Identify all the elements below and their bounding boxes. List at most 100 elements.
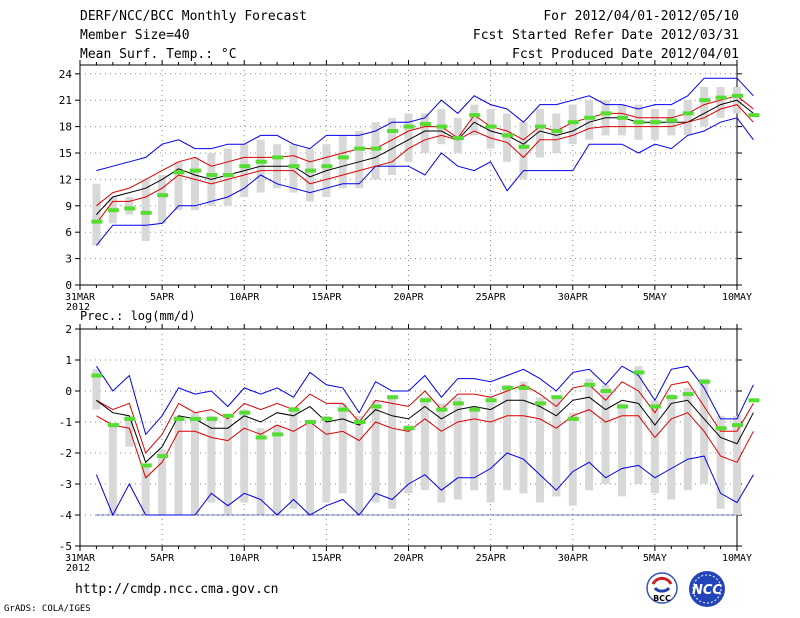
- prec-obs-marker: [419, 398, 431, 403]
- prec-obs-marker: [403, 426, 415, 431]
- prec-spread-box: [486, 397, 495, 503]
- prec-obs-marker: [633, 370, 645, 375]
- prec-obs-marker: [732, 423, 743, 428]
- temp-spread-box: [141, 179, 150, 241]
- prec-y-tick-label: 0: [65, 385, 72, 398]
- temp-obs-marker: [567, 120, 579, 125]
- prec-obs-marker: [140, 463, 152, 468]
- grads-credit: GrADS: COLA/IGES: [4, 604, 91, 614]
- prec-obs-marker: [469, 407, 481, 412]
- prec-x-tick-label: 10MAY: [722, 553, 752, 564]
- prec-spread-box: [683, 387, 692, 491]
- temp-obs-marker: [732, 93, 743, 98]
- prec-spread-box: [453, 397, 462, 500]
- bcc-logo-wave-icon: [653, 586, 671, 593]
- prec-x-tick-label: 5MAY: [643, 553, 667, 564]
- temp-y-tick-label: 0: [65, 279, 72, 292]
- prec-obs-marker: [321, 416, 333, 421]
- source-url[interactable]: http://cmdp.ncc.cma.gov.cn: [75, 582, 279, 597]
- temp-x-year-label: 2012: [66, 302, 90, 313]
- prec-spread-box: [355, 415, 364, 515]
- temp-obs-marker: [387, 129, 399, 133]
- prec-spread-box: [273, 425, 282, 515]
- temp-spread-box: [650, 109, 659, 140]
- temp-obs-marker: [502, 133, 514, 138]
- temp-obs-marker: [551, 129, 563, 133]
- prec-series-upper: [96, 381, 754, 454]
- prec-obs-marker: [107, 423, 119, 428]
- prec-spread-box: [174, 415, 183, 515]
- prec-obs-marker: [534, 401, 546, 406]
- refer-date: Fcst Started Refer Date 2012/03/31: [472, 28, 739, 43]
- precip-panel-label: Prec.: log(mm/d): [80, 309, 196, 323]
- temp-y-tick-label: 18: [59, 121, 72, 134]
- prec-obs-marker: [189, 416, 201, 421]
- prec-spread-box: [190, 412, 199, 515]
- prec-spread-box: [256, 428, 265, 515]
- temp-spread-box: [503, 113, 512, 162]
- temp-x-tick-label: 20APR: [393, 292, 424, 303]
- prec-spread-box: [207, 415, 216, 503]
- temp-obs-marker: [469, 113, 481, 118]
- prec-obs-marker: [206, 416, 218, 421]
- prec-spread-box: [108, 425, 117, 515]
- temp-spread-box: [420, 113, 429, 153]
- prec-spread-box: [158, 449, 167, 515]
- temp-series-min: [96, 77, 754, 172]
- temp-spread-box: [568, 104, 577, 145]
- temp-obs-marker: [584, 115, 596, 120]
- temp-spread-box: [453, 117, 462, 153]
- prec-obs-marker: [502, 385, 514, 390]
- prec-obs-marker: [748, 398, 760, 403]
- prec-x-tick-label: 30APR: [558, 553, 589, 564]
- temp-obs-marker: [436, 124, 448, 129]
- prec-obs-marker: [682, 392, 694, 397]
- temp-obs-marker: [91, 219, 103, 224]
- temp-obs-marker: [633, 120, 645, 125]
- prec-spread-box: [634, 366, 643, 484]
- prec-obs-marker: [222, 413, 234, 418]
- prec-obs-marker: [617, 404, 629, 409]
- temp-spread-box: [388, 117, 397, 175]
- ncc-logo: NCC: [689, 571, 725, 607]
- temp-obs-marker: [255, 159, 267, 164]
- temp-x-tick-label: 31MAR: [65, 292, 96, 303]
- prec-spread-box: [388, 397, 397, 509]
- prec-spread-box: [667, 394, 676, 500]
- temp-spread-box: [158, 175, 167, 224]
- prec-y-tick-label: -1: [59, 416, 72, 429]
- temp-spread-box: [716, 87, 725, 118]
- prec-obs-marker: [255, 435, 267, 440]
- temp-x-tick-label: 5MAY: [643, 292, 667, 303]
- prec-y-tick-label: -5: [59, 540, 72, 553]
- temp-obs-marker: [288, 164, 300, 169]
- prec-series-lower: [96, 409, 754, 479]
- prec-obs-marker: [666, 395, 678, 400]
- produced-date: Fcst Produced Date 2012/04/01: [512, 47, 739, 62]
- temp-obs-marker: [222, 173, 234, 177]
- prec-spread-box: [585, 378, 594, 491]
- temp-spread-box: [174, 161, 183, 211]
- temp-y-tick-label: 12: [59, 173, 72, 186]
- temp-x-tick-label: 30APR: [558, 292, 589, 303]
- prec-series-min: [95, 452, 754, 517]
- temp-y-tick-label: 24: [59, 68, 73, 81]
- prec-obs-marker: [173, 416, 185, 421]
- prec-obs-marker: [551, 395, 563, 400]
- prec-x-tick-label: 15APR: [311, 553, 342, 564]
- prec-obs-marker: [124, 416, 136, 421]
- prec-spread-box: [125, 415, 134, 447]
- prec-spread-box: [568, 412, 577, 506]
- bcc-logo: BCC: [646, 572, 678, 604]
- precipitation-panel: -5 -4 -3 -2 -1 0 1 2 31MAR 5APR 10APR 15APR 20APR 25A…: [59, 323, 760, 574]
- prec-obs-marker: [304, 420, 316, 424]
- member-size-label: Member Size=40: [80, 28, 190, 43]
- temp-x-tick-label: 10APR: [229, 292, 260, 303]
- temp-obs-marker: [518, 144, 530, 149]
- temp-obs-marker: [370, 146, 382, 151]
- temp-spread-box: [486, 109, 495, 149]
- temp-obs-marker: [403, 124, 415, 129]
- temp-x-tick-label: 15APR: [311, 292, 342, 303]
- temp-spread-box: [338, 135, 347, 189]
